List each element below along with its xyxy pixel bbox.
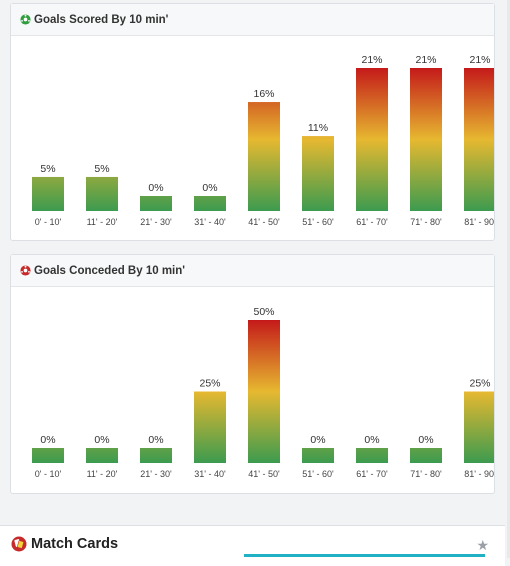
conceded-bar xyxy=(86,448,118,463)
scored-tick-label: 71' - 80' xyxy=(410,217,442,227)
scored-bar xyxy=(86,176,118,211)
scored-value-label: 0% xyxy=(202,182,217,194)
scored-bar xyxy=(302,136,334,211)
conceded-tick-label: 81' - 90' xyxy=(464,469,494,479)
goals-scored-header: Goals Scored By 10 min' xyxy=(11,4,494,36)
conceded-tick-label: 61' - 70' xyxy=(356,469,388,479)
conceded-bar xyxy=(410,448,442,463)
scored-bar xyxy=(32,176,64,211)
soccer-ball-red-icon xyxy=(20,265,31,276)
goals-scored-title: Goals Scored By 10 min' xyxy=(34,13,169,26)
scored-value-label: 5% xyxy=(40,163,55,175)
conceded-value-label: 0% xyxy=(310,434,325,446)
scored-tick-label: 81' - 90' xyxy=(464,217,494,227)
scrollbar[interactable] xyxy=(507,0,510,558)
goals-conceded-title: Goals Conceded By 10 min' xyxy=(34,264,185,277)
conceded-value-label: 0% xyxy=(148,434,163,446)
conceded-value-label: 0% xyxy=(94,434,109,446)
soccer-ball-green-icon xyxy=(20,14,31,25)
goals-conceded-chart: 0% 0' - 10' 0% 11' - 20' 0% 21' - 30' 25% 31' -… xyxy=(11,287,494,493)
conceded-bar xyxy=(140,448,172,463)
conceded-bar xyxy=(464,391,494,463)
scored-value-label: 0% xyxy=(148,182,163,194)
scored-bar xyxy=(248,102,280,211)
goals-conceded-panel: Goals Conceded By 10 min' 0% 0' - 10' 0% 11… xyxy=(10,254,495,494)
scored-value-label: 16% xyxy=(253,88,274,100)
goals-scored-chart: 5% 0' - 10' 5% 11' - 20' 0% 21' - 30' 0% 31' - … xyxy=(11,36,494,240)
active-tab-indicator xyxy=(244,554,485,557)
scored-bar xyxy=(140,196,172,211)
scored-value-label: 5% xyxy=(94,163,109,175)
match-cards-header: Match Cards xyxy=(11,536,118,552)
scored-bar xyxy=(410,68,442,211)
scored-tick-label: 31' - 40' xyxy=(194,217,226,227)
scored-tick-label: 61' - 70' xyxy=(356,217,388,227)
scored-tick-label: 11' - 20' xyxy=(87,217,118,227)
conceded-tick-label: 41' - 50' xyxy=(248,469,280,479)
match-cards-title: Match Cards xyxy=(31,536,119,552)
scored-tick-label: 0' - 10' xyxy=(35,217,62,227)
conceded-value-label: 25% xyxy=(199,378,220,390)
conceded-bar xyxy=(32,448,64,463)
goals-scored-panel: Goals Scored By 10 min' 5% 0' - 10' 5% 11' … xyxy=(10,3,495,241)
conceded-value-label: 50% xyxy=(253,306,274,318)
conceded-tick-label: 0' - 10' xyxy=(35,469,62,479)
conceded-bar xyxy=(248,320,280,463)
conceded-bar xyxy=(302,448,334,463)
conceded-value-label: 25% xyxy=(469,378,490,390)
scored-value-label: 21% xyxy=(415,54,436,66)
scored-bar xyxy=(194,196,226,211)
conceded-bar xyxy=(194,391,226,463)
conceded-tick-label: 21' - 30' xyxy=(140,469,172,479)
scored-bar xyxy=(356,68,388,211)
conceded-tick-label: 71' - 80' xyxy=(410,469,442,479)
conceded-bar xyxy=(356,448,388,463)
conceded-value-label: 0% xyxy=(40,434,55,446)
conceded-tick-label: 11' - 20' xyxy=(87,469,118,479)
conceded-value-label: 0% xyxy=(364,434,379,446)
scored-tick-label: 41' - 50' xyxy=(248,217,280,227)
conceded-value-label: 0% xyxy=(418,434,433,446)
goals-conceded-header: Goals Conceded By 10 min' xyxy=(11,255,494,287)
scored-tick-label: 51' - 60' xyxy=(302,217,334,227)
scored-value-label: 11% xyxy=(308,122,328,134)
scored-value-label: 21% xyxy=(469,54,490,66)
scored-tick-label: 21' - 30' xyxy=(140,217,172,227)
conceded-tick-label: 51' - 60' xyxy=(302,469,334,479)
match-cards-panel: Match Cards ★ xyxy=(0,525,505,566)
conceded-tick-label: 31' - 40' xyxy=(194,469,226,479)
scored-value-label: 21% xyxy=(361,54,382,66)
scored-bar xyxy=(464,68,494,211)
star-icon[interactable]: ★ xyxy=(476,537,489,553)
cards-icon xyxy=(11,536,27,552)
